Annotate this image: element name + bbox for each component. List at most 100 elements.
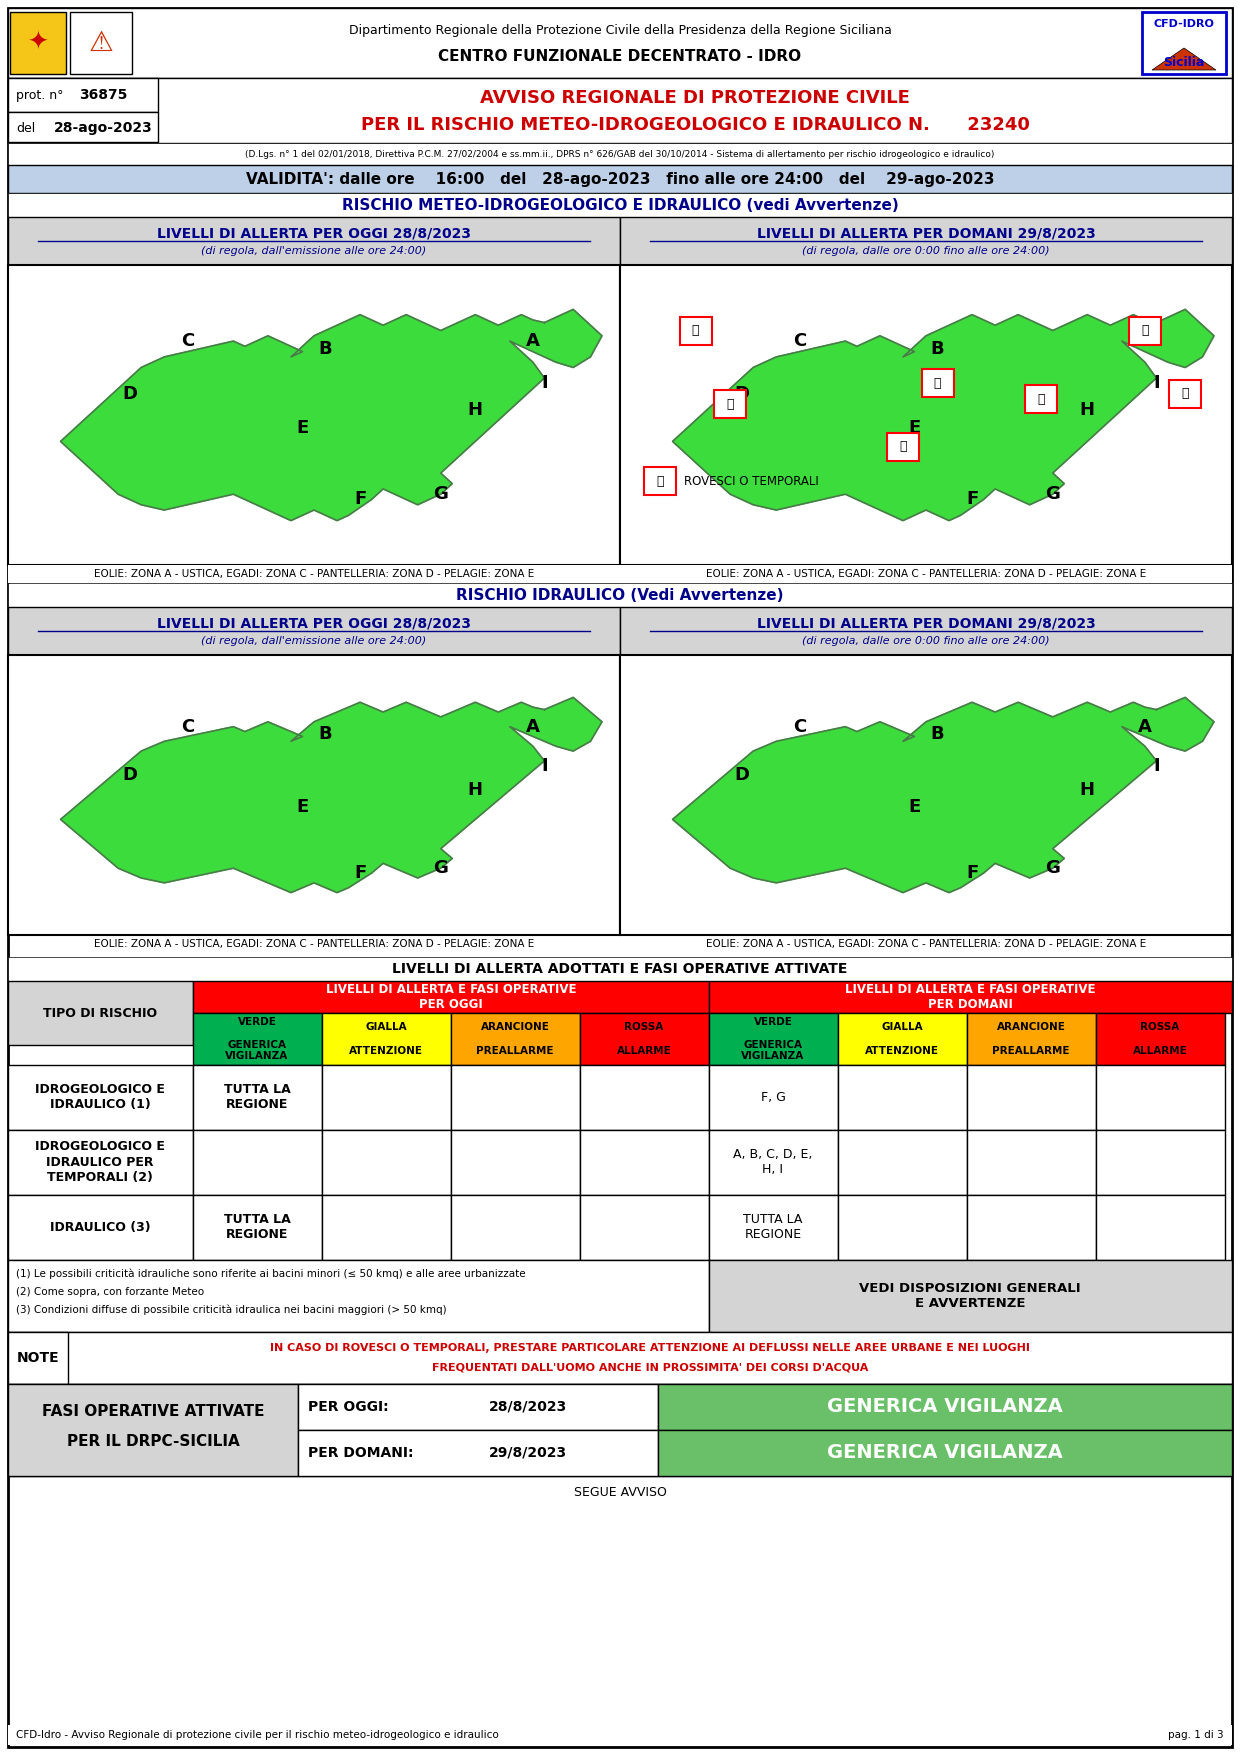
Text: (di regola, dall'emissione alle ore 24:00): (di regola, dall'emissione alle ore 24:0…: [201, 246, 427, 256]
Bar: [838, 1130, 967, 1195]
Text: GENERICA VIGILANZA: GENERICA VIGILANZA: [827, 1444, 1063, 1462]
Text: LIVELLI DI ALLERTA PER DOMANI 29/8/2023: LIVELLI DI ALLERTA PER DOMANI 29/8/2023: [756, 226, 1095, 240]
Bar: [644, 467, 676, 495]
Text: (di regola, dall'emissione alle ore 24:00): (di regola, dall'emissione alle ore 24:0…: [201, 635, 427, 646]
Text: 🌧: 🌧: [692, 325, 699, 337]
Bar: [620, 565, 1233, 583]
Bar: [7, 142, 1233, 165]
Bar: [7, 583, 1233, 607]
Bar: [709, 1260, 1233, 1332]
Text: B: B: [931, 725, 945, 742]
Text: prot. n°: prot. n°: [16, 88, 63, 102]
Text: (2) Come sopra, con forzante Meteo: (2) Come sopra, con forzante Meteo: [16, 1286, 205, 1297]
Text: CFD-IDRO: CFD-IDRO: [1153, 19, 1214, 30]
Bar: [1142, 12, 1226, 74]
Bar: [1096, 1013, 1225, 1065]
Text: I: I: [1153, 374, 1159, 393]
Bar: [7, 1385, 298, 1476]
Text: LIVELLI DI ALLERTA ADOTTATI E FASI OPERATIVE ATTIVATE: LIVELLI DI ALLERTA ADOTTATI E FASI OPERA…: [392, 962, 848, 976]
Bar: [451, 1130, 580, 1195]
Text: 28/8/2023: 28/8/2023: [489, 1400, 567, 1415]
Bar: [7, 77, 1233, 142]
Text: Dipartimento Regionale della Protezione Civile della Presidenza della Regione Si: Dipartimento Regionale della Protezione …: [348, 23, 892, 37]
Text: ROVESCI O TEMPORALI: ROVESCI O TEMPORALI: [683, 474, 818, 488]
Bar: [193, 1195, 322, 1260]
Bar: [193, 1013, 322, 1065]
Text: G: G: [1045, 484, 1060, 504]
Bar: [580, 1065, 709, 1130]
Text: 🌧: 🌧: [899, 441, 906, 453]
Bar: [620, 218, 1233, 265]
Bar: [967, 1065, 1096, 1130]
Text: TUTTA LA
REGIONE: TUTTA LA REGIONE: [223, 1083, 290, 1111]
Bar: [620, 607, 1233, 655]
Bar: [7, 1260, 709, 1332]
Bar: [298, 1430, 658, 1476]
Text: I: I: [1153, 756, 1159, 774]
Bar: [1025, 384, 1058, 412]
Text: H: H: [467, 781, 482, 799]
Bar: [838, 1013, 967, 1065]
Bar: [7, 1332, 1233, 1385]
Text: C: C: [181, 718, 193, 735]
Bar: [7, 218, 620, 265]
Text: VERDE

GENERICA
VIGILANZA: VERDE GENERICA VIGILANZA: [742, 1016, 805, 1062]
Text: VALIDITA': dalle ore    16:00   del   28-ago-2023   fino alle ore 24:00   del   : VALIDITA': dalle ore 16:00 del 28-ago-20…: [246, 172, 994, 186]
Text: EOLIE: ZONA A - USTICA, EGADI: ZONA C - PANTELLERIA: ZONA D - PELAGIE: ZONA E: EOLIE: ZONA A - USTICA, EGADI: ZONA C - …: [706, 939, 1146, 949]
Bar: [7, 1332, 68, 1385]
Text: VERDE

GENERICA
VIGILANZA: VERDE GENERICA VIGILANZA: [226, 1016, 289, 1062]
Bar: [7, 607, 620, 655]
Bar: [709, 1130, 838, 1195]
Polygon shape: [61, 309, 601, 521]
Text: B: B: [931, 340, 945, 358]
Text: A: A: [1138, 718, 1152, 735]
Text: C: C: [181, 332, 193, 349]
Text: (di regola, dalle ore 0:00 fino alle ore 24:00): (di regola, dalle ore 0:00 fino alle ore…: [802, 635, 1050, 646]
Text: 🌧: 🌧: [934, 377, 941, 390]
Text: I: I: [541, 374, 548, 393]
Text: 28-ago-2023: 28-ago-2023: [53, 121, 153, 135]
Text: PER OGGI:: PER OGGI:: [308, 1400, 388, 1415]
Bar: [7, 1195, 193, 1260]
Text: D: D: [123, 384, 138, 404]
Text: 🌧: 🌧: [1141, 325, 1148, 337]
Text: TUTTA LA
REGIONE: TUTTA LA REGIONE: [743, 1213, 802, 1241]
Text: G: G: [433, 860, 448, 878]
Bar: [193, 1130, 322, 1195]
Text: LIVELLI DI ALLERTA PER DOMANI 29/8/2023: LIVELLI DI ALLERTA PER DOMANI 29/8/2023: [756, 616, 1095, 630]
Bar: [193, 981, 709, 1013]
Text: Sicilia: Sicilia: [1163, 56, 1205, 68]
Text: ROSSA

ALLARME: ROSSA ALLARME: [1132, 1023, 1188, 1055]
Bar: [7, 655, 620, 935]
Bar: [967, 1013, 1096, 1065]
Text: ARANCIONE

PREALLARME: ARANCIONE PREALLARME: [992, 1023, 1070, 1055]
Text: F, G: F, G: [760, 1090, 785, 1104]
Text: LIVELLI DI ALLERTA E FASI OPERATIVE
PER OGGI: LIVELLI DI ALLERTA E FASI OPERATIVE PER …: [326, 983, 577, 1011]
Text: A: A: [526, 718, 539, 735]
Text: 29/8/2023: 29/8/2023: [489, 1446, 567, 1460]
Text: 🌧: 🌧: [656, 474, 663, 488]
Bar: [298, 1385, 658, 1430]
Text: H: H: [1080, 781, 1095, 799]
Text: IDROGEOLOGICO E
IDRAULICO (1): IDROGEOLOGICO E IDRAULICO (1): [35, 1083, 165, 1111]
Text: G: G: [1045, 860, 1060, 878]
Text: AVVISO REGIONALE DI PROTEZIONE CIVILE: AVVISO REGIONALE DI PROTEZIONE CIVILE: [480, 90, 910, 107]
Text: PER IL RISCHIO METEO-IDROGEOLOGICO E IDRAULICO N.      23240: PER IL RISCHIO METEO-IDROGEOLOGICO E IDR…: [361, 116, 1029, 133]
Bar: [322, 1013, 451, 1065]
Bar: [1096, 1130, 1225, 1195]
Text: D: D: [734, 384, 749, 404]
Bar: [658, 1385, 1233, 1430]
Bar: [1128, 316, 1161, 344]
Text: ARANCIONE

PREALLARME: ARANCIONE PREALLARME: [476, 1023, 554, 1055]
Text: D: D: [123, 767, 138, 784]
Bar: [1096, 1195, 1225, 1260]
Bar: [887, 433, 919, 460]
Text: D: D: [734, 767, 749, 784]
Text: IDROGEOLOGICO E
IDRAULICO PER
TEMPORALI (2): IDROGEOLOGICO E IDRAULICO PER TEMPORALI …: [35, 1141, 165, 1183]
Bar: [69, 12, 131, 74]
Text: CENTRO FUNZIONALE DECENTRATO - IDRO: CENTRO FUNZIONALE DECENTRATO - IDRO: [439, 49, 801, 63]
Text: (3) Condizioni diffuse di possibile criticità idraulica nei bacini maggiori (> 5: (3) Condizioni diffuse di possibile crit…: [16, 1304, 446, 1314]
Text: IN CASO DI ROVESCI O TEMPORALI, PRESTARE PARTICOLARE ATTENZIONE AI DEFLUSSI NELL: IN CASO DI ROVESCI O TEMPORALI, PRESTARE…: [270, 1343, 1030, 1353]
Text: LIVELLI DI ALLERTA PER OGGI 28/8/2023: LIVELLI DI ALLERTA PER OGGI 28/8/2023: [157, 616, 471, 630]
Bar: [967, 1195, 1096, 1260]
